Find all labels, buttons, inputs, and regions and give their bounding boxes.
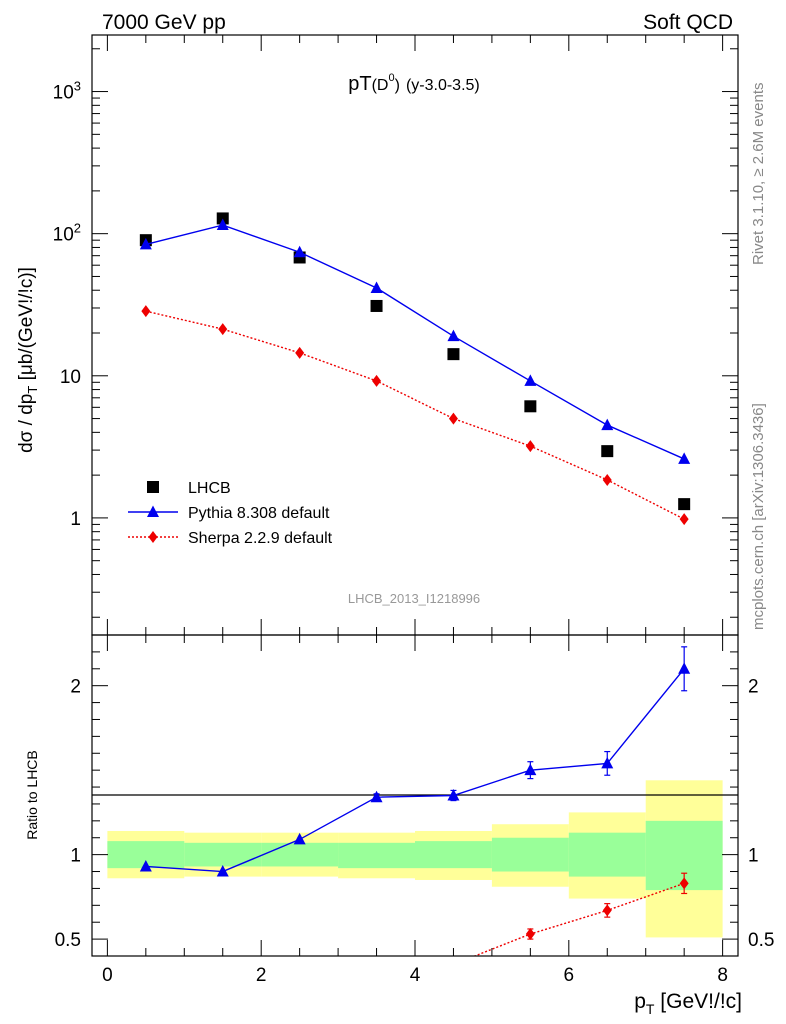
main-point-s0-7	[678, 498, 691, 511]
ratio-series	[139, 646, 691, 1001]
main-ylabel: dσ / dpT [μb/(GeV!/!c)]	[16, 267, 40, 453]
main-point-s1-4	[447, 329, 460, 342]
ratio-point-s0-0	[139, 859, 152, 872]
main-point-s1-2	[293, 245, 306, 258]
main-point-s2-0	[141, 305, 151, 318]
band-green-6	[568, 832, 646, 877]
ratio-point-s1-7	[679, 877, 689, 890]
legend-label-2: Sherpa 2.2.9 default	[188, 530, 333, 547]
ratio-point-s0-7	[678, 662, 691, 674]
main-ytick-label-3: 103	[53, 79, 81, 104]
x-axis-label: pT [GeV!/!c]	[634, 990, 742, 1017]
ratio-point-s1-0	[141, 964, 150, 976]
title-suffix: (y-3.0-3.5)	[406, 77, 480, 94]
ratio-line-0	[145, 668, 685, 873]
title-paren-close: )	[395, 77, 400, 94]
ratio-ytick-label-right-2: 2	[748, 677, 759, 698]
main-point-s0-6	[601, 445, 614, 458]
header-right: Soft QCD	[643, 11, 733, 34]
title-paren-open: (D	[372, 77, 389, 94]
main-point-s0-1	[216, 212, 229, 225]
xtick-label-3: 6	[564, 965, 575, 986]
main-ytick-label-1: 10	[60, 367, 81, 388]
series-line-2	[145, 310, 685, 520]
main-point-s2-4	[448, 412, 458, 425]
legend-marker-2	[148, 531, 158, 543]
main-point-s2-3	[372, 374, 382, 387]
main-point-s2-5	[525, 440, 535, 453]
xtick-label-2: 4	[410, 965, 421, 986]
ratio-point-s0-4	[447, 789, 460, 801]
ratio-point-s1-6	[602, 904, 612, 917]
main-point-s0-5	[524, 400, 537, 413]
ratio-ytick-label-left-2: 2	[70, 677, 81, 698]
legend: LHCB Pythia 8.308 default Sherpa 2.2.9 def…	[128, 480, 333, 547]
band-green-1	[184, 842, 262, 867]
ratio-ytick-label-right-0: 0.5	[748, 930, 774, 951]
ratio-point-s1-4	[449, 958, 458, 970]
xtick-label-0: 0	[102, 965, 113, 986]
band-green-5	[491, 837, 569, 872]
band-green-4	[415, 841, 492, 869]
ratio-point-s0-5	[524, 763, 537, 776]
ratio-ytick-label-left-1: 1	[70, 846, 81, 867]
main-point-s1-1	[216, 218, 229, 231]
main-series	[139, 212, 691, 526]
main-point-s2-1	[218, 323, 228, 336]
main-point-s0-4	[447, 348, 460, 361]
band-green-3	[338, 842, 415, 869]
ratio-point-s0-6	[601, 756, 614, 769]
ratio-point-s1-5	[525, 928, 535, 941]
legend-label-0: LHCB	[188, 480, 231, 497]
xtick-label-4: 8	[717, 965, 728, 986]
ratio-point-s0-2	[293, 832, 306, 845]
main-point-s0-3	[370, 299, 383, 312]
legend-marker-1	[147, 505, 159, 517]
ratio-point-s0-1	[216, 865, 229, 877]
main-point-s1-6	[601, 418, 614, 431]
main-point-s2-2	[295, 346, 305, 359]
main-ytick-label-0: 1	[70, 509, 81, 530]
ratio-point-s1-2	[295, 982, 304, 994]
header-left: 7000 GeV pp	[102, 11, 226, 34]
ratio-point-s1-3	[372, 967, 381, 979]
title-main: pT	[348, 73, 371, 95]
main-point-s1-5	[524, 374, 537, 386]
main-point-s2-6	[602, 473, 612, 486]
ratio-point-s0-3	[370, 790, 383, 803]
ratio-bands	[107, 780, 723, 938]
title-sup: 0	[388, 72, 394, 84]
ratio-frame	[91, 634, 739, 957]
main-point-s1-3	[370, 281, 383, 293]
main-point-s1-0	[139, 237, 152, 250]
series-line-1	[145, 224, 685, 460]
ratio-ytick-label-left-0: 0.5	[55, 930, 81, 951]
main-ytick-label-2: 102	[53, 221, 81, 246]
mcplots-label: mcplots.cern.ch [arXiv:1306.3436]	[750, 403, 767, 630]
analysis-watermark: LHCB_2013_I1218996	[348, 591, 480, 606]
legend-label-1: Pythia 8.308 default	[188, 505, 330, 522]
ratio-point-s1-1	[218, 989, 227, 1001]
axis-ticks: 1 10 102 103 0 2 4 6 8 0.5 0.5 1 1 2 2	[53, 35, 774, 986]
legend-marker-0	[147, 481, 159, 493]
xtick-label-1: 2	[256, 965, 267, 986]
ratio-ytick-label-right-1: 1	[748, 846, 759, 867]
main-point-s1-7	[678, 452, 691, 464]
ratio-ylabel: Ratio to LHCB	[24, 750, 40, 839]
main-point-s2-7	[679, 513, 689, 526]
rivet-label: Rivet 3.1.10, ≥ 2.6M events	[750, 83, 767, 266]
main-title: pT(D0) (y-3.0-3.5)	[348, 72, 479, 95]
band-green-2	[261, 842, 339, 867]
